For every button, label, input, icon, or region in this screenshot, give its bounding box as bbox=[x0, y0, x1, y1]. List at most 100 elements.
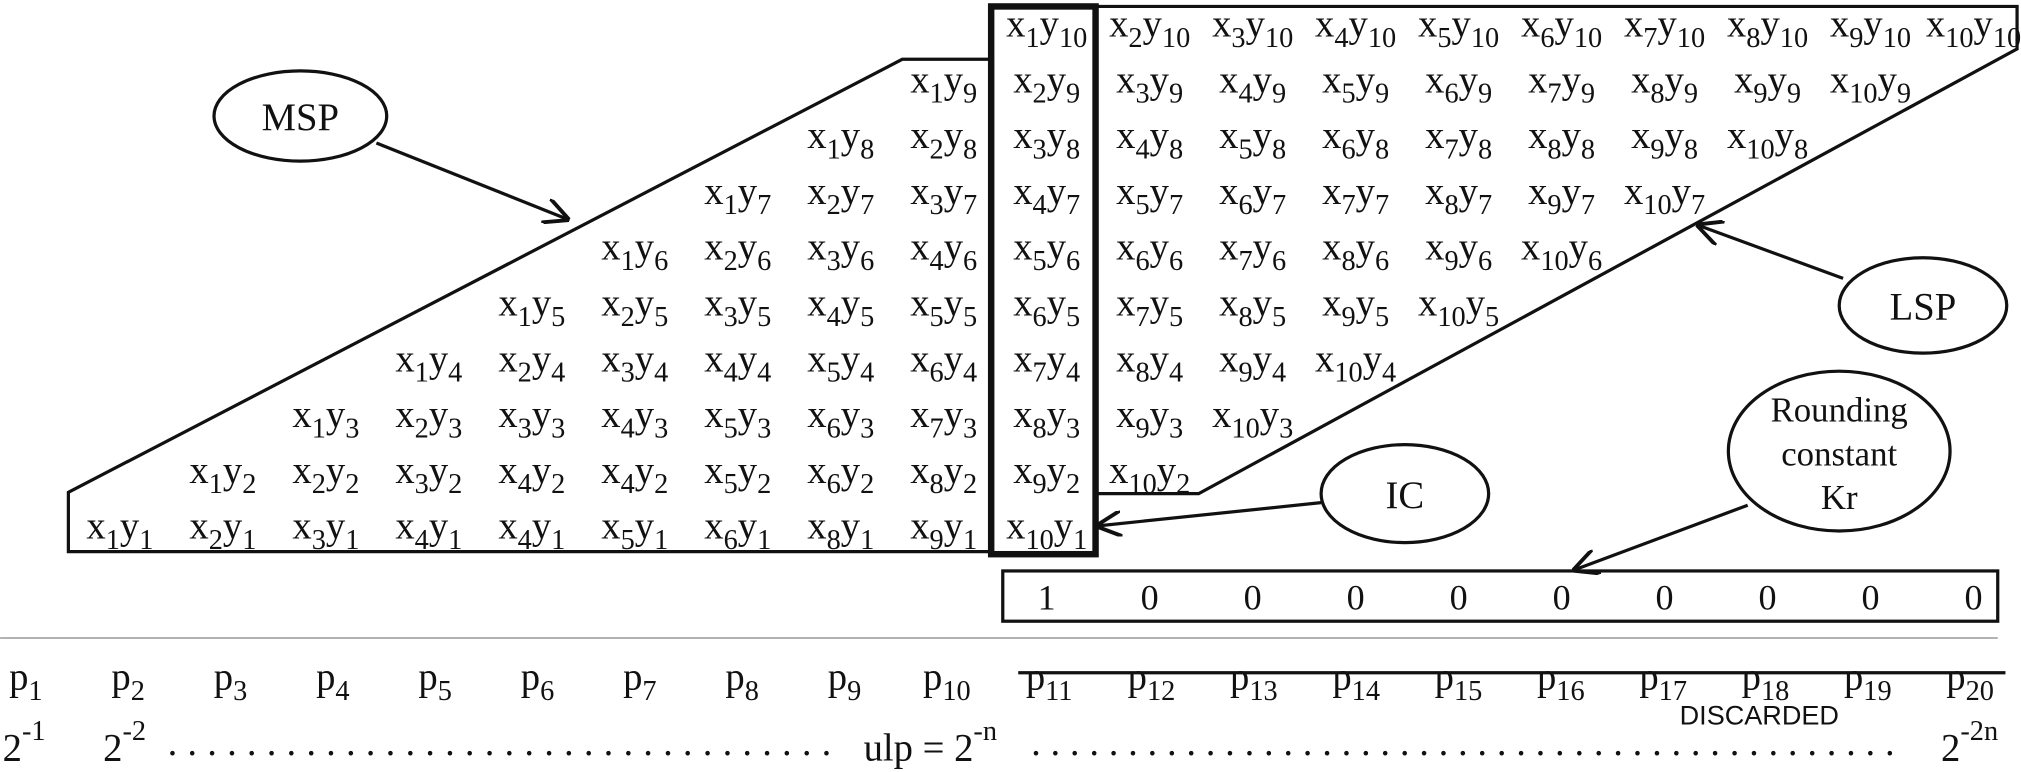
y-symbol: y bbox=[1047, 394, 1067, 436]
partial-product: x4y10 bbox=[1315, 3, 1396, 53]
y-symbol: y bbox=[1150, 115, 1170, 157]
x-symbol: x bbox=[1528, 115, 1547, 157]
partial-product: x5y3 bbox=[704, 394, 771, 444]
p-index: 1 bbox=[28, 676, 42, 707]
x-index: 3 bbox=[621, 358, 635, 389]
x-index: 7 bbox=[930, 413, 944, 444]
partial-product: x6y7 bbox=[1219, 171, 1286, 221]
x-index: 9 bbox=[1444, 246, 1458, 277]
bit-position: p8 bbox=[725, 657, 758, 707]
x-index: 4 bbox=[930, 246, 944, 277]
x-symbol: x bbox=[1631, 59, 1650, 101]
x-index: 2 bbox=[209, 525, 223, 556]
x-index: 9 bbox=[1341, 302, 1355, 333]
ulp-label: ulp = bbox=[864, 727, 955, 769]
y-symbol: y bbox=[841, 227, 861, 269]
partial-product: x8y2 bbox=[910, 450, 977, 500]
y-symbol: y bbox=[1253, 227, 1273, 269]
x-index: 5 bbox=[1238, 134, 1252, 165]
x-symbol: x bbox=[601, 506, 620, 548]
partial-product: x1y5 bbox=[498, 283, 565, 333]
y-index: 7 bbox=[1272, 190, 1286, 221]
y-symbol: y bbox=[326, 450, 346, 492]
p-index: 8 bbox=[745, 676, 759, 707]
y-symbol: y bbox=[1657, 3, 1677, 45]
lsp-label: LSP bbox=[1890, 287, 1957, 329]
y-symbol: y bbox=[1054, 506, 1074, 548]
x-index: 5 bbox=[827, 358, 841, 389]
partial-product: x10y9 bbox=[1830, 59, 1911, 109]
rounding-bit: 0 bbox=[1759, 578, 1777, 618]
y-index: 3 bbox=[654, 413, 668, 444]
y-symbol: y bbox=[944, 171, 964, 213]
bit-position: p4 bbox=[316, 657, 350, 707]
y-symbol: y bbox=[1253, 59, 1273, 101]
y-symbol: y bbox=[1047, 338, 1067, 380]
p-symbol: p bbox=[1537, 657, 1556, 699]
x-symbol: x bbox=[1624, 3, 1643, 45]
x-symbol: x bbox=[1425, 59, 1444, 101]
x-symbol: x bbox=[1425, 227, 1444, 269]
y-symbol: y bbox=[1974, 3, 1994, 45]
partial-product: x10y8 bbox=[1727, 115, 1808, 165]
y-symbol: y bbox=[841, 338, 861, 380]
x-symbol: x bbox=[704, 394, 723, 436]
x-symbol: x bbox=[1219, 227, 1238, 269]
partial-product: x1y3 bbox=[292, 394, 359, 444]
x-index: 8 bbox=[827, 525, 841, 556]
partial-product: x9y6 bbox=[1425, 227, 1492, 277]
x-index: 3 bbox=[415, 469, 429, 500]
x-index: 1 bbox=[621, 246, 635, 277]
x-index: 8 bbox=[1444, 190, 1458, 221]
partial-product: x8y4 bbox=[1116, 338, 1183, 388]
x-symbol: x bbox=[910, 450, 929, 492]
y-symbol: y bbox=[1253, 338, 1273, 380]
partial-product: x6y6 bbox=[1116, 227, 1183, 277]
x-symbol: x bbox=[1116, 59, 1135, 101]
y-index: 7 bbox=[860, 190, 874, 221]
partial-product: x5y6 bbox=[1013, 227, 1080, 277]
y-symbol: y bbox=[1253, 115, 1273, 157]
y-index: 9 bbox=[1478, 79, 1492, 110]
partial-product: x3y6 bbox=[807, 227, 874, 277]
partial-product: x9y8 bbox=[1631, 115, 1698, 165]
x-symbol: x bbox=[601, 450, 620, 492]
y-symbol: y bbox=[1150, 171, 1170, 213]
y-index: 3 bbox=[1169, 413, 1183, 444]
partial-product: x7y10 bbox=[1624, 3, 1705, 53]
y-symbol: y bbox=[944, 338, 964, 380]
p-index: 20 bbox=[1966, 676, 1994, 707]
y-symbol: y bbox=[841, 283, 861, 325]
rounding-box bbox=[1001, 569, 2000, 623]
y-symbol: y bbox=[1150, 338, 1170, 380]
x-index: 5 bbox=[724, 413, 738, 444]
bit-position: p3 bbox=[214, 657, 248, 707]
partial-product: x5y8 bbox=[1219, 115, 1286, 165]
x-symbol: x bbox=[704, 450, 723, 492]
y-symbol: y bbox=[532, 394, 552, 436]
y-index: 5 bbox=[860, 302, 874, 333]
y-symbol: y bbox=[841, 450, 861, 492]
y-index: 7 bbox=[1169, 190, 1183, 221]
y-symbol: y bbox=[635, 338, 655, 380]
partial-product: x10y7 bbox=[1624, 171, 1705, 221]
dots: . . . . . . . . . . . . . . . . . . . . … bbox=[1031, 722, 1895, 764]
y-symbol: y bbox=[1459, 227, 1479, 269]
y-symbol: y bbox=[1562, 59, 1582, 101]
partial-product: x1y6 bbox=[601, 227, 668, 277]
partial-product: x10y10 bbox=[1926, 3, 2021, 53]
x-index: 8 bbox=[1033, 413, 1047, 444]
x-index: 7 bbox=[1341, 190, 1355, 221]
bit-position: p17 bbox=[1639, 657, 1687, 707]
x-index: 10 bbox=[1643, 190, 1671, 221]
p-symbol: p bbox=[923, 657, 942, 699]
y-index: 4 bbox=[1169, 358, 1183, 389]
p-symbol: p bbox=[623, 657, 642, 699]
x-index: 10 bbox=[1025, 525, 1053, 556]
x-index: 6 bbox=[1341, 134, 1355, 165]
y-symbol: y bbox=[1047, 283, 1067, 325]
weight: ulp = 2-n bbox=[864, 716, 997, 770]
y-index: 1 bbox=[963, 525, 977, 556]
y-symbol: y bbox=[1665, 59, 1685, 101]
x-symbol: x bbox=[1322, 283, 1341, 325]
